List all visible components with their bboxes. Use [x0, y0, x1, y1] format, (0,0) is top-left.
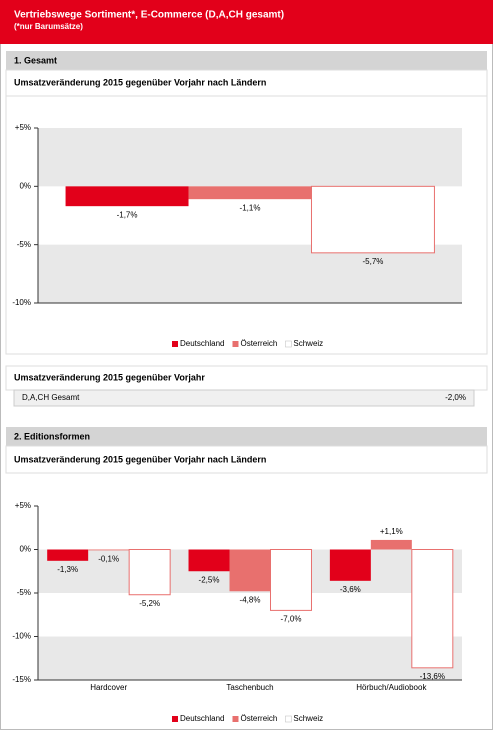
header-bar — [0, 0, 493, 44]
value-label: -1,7% — [117, 210, 138, 219]
shaded-band — [38, 636, 462, 680]
legend-label: Schweiz — [293, 714, 323, 723]
x-tick-label: Hörbuch/Audiobook — [356, 683, 427, 692]
value-label: -1,3% — [57, 565, 78, 574]
legend-label: Deutschland — [180, 339, 224, 348]
shaded-band — [38, 244, 462, 303]
y-tick-label: 0% — [19, 545, 31, 554]
summary-label: D,A,CH Gesamt — [22, 393, 80, 402]
value-label: -1,1% — [240, 203, 261, 212]
y-tick-label: 0% — [19, 181, 31, 190]
y-tick-label: -5% — [17, 240, 31, 249]
value-label: -3,6% — [340, 585, 361, 594]
value-label: -2,5% — [199, 575, 220, 584]
x-tick-label: Taschenbuch — [226, 683, 273, 692]
shaded-band — [38, 128, 462, 187]
value-label: -5,2% — [139, 599, 160, 608]
legend-swatch — [285, 715, 292, 723]
bar — [411, 549, 454, 669]
legend-swatch — [172, 716, 178, 722]
legend-label: Deutschland — [180, 714, 224, 723]
header-title: Vertriebswege Sortiment*, E-Commerce (D,… — [14, 10, 284, 21]
section-title: 1. Gesamt — [14, 55, 57, 65]
legend-label: Österreich — [240, 339, 277, 348]
y-tick-label: +5% — [15, 123, 31, 132]
bar — [229, 549, 271, 592]
legend-label: Österreich — [240, 714, 277, 723]
y-tick-label: -5% — [17, 588, 31, 597]
y-tick-label: -10% — [12, 632, 31, 641]
value-label: -13,6% — [420, 672, 445, 681]
bar — [188, 186, 312, 200]
chart-title: Umsatzveränderung 2015 gegenüber Vorjahr… — [14, 77, 266, 87]
value-label: -7,0% — [281, 615, 302, 624]
chart-header-box — [5, 445, 488, 474]
y-tick-label: +5% — [15, 501, 31, 510]
header-subtitle: (*nur Barumsätze) — [14, 22, 83, 31]
bar — [47, 549, 89, 561]
bar — [370, 539, 412, 550]
bar — [329, 549, 371, 581]
bar — [65, 186, 189, 207]
chart-title: Umsatzveränderung 2015 gegenüber Vorjahr… — [14, 454, 266, 464]
summary-value: -2,0% — [445, 393, 466, 402]
chart-header-box — [5, 69, 488, 97]
bar — [88, 549, 130, 551]
section-title: 2. Editionsformen — [14, 431, 90, 441]
legend-swatch — [232, 716, 239, 722]
section-bar — [6, 51, 487, 70]
legend-label: Schweiz — [293, 339, 323, 348]
bar — [269, 549, 312, 611]
legend-swatch — [285, 340, 292, 348]
value-label: +1,1% — [380, 527, 403, 536]
value-label: -5,7% — [363, 257, 384, 266]
y-tick-label: -10% — [12, 298, 31, 307]
summary-row — [13, 389, 475, 407]
bar — [128, 549, 171, 596]
summary-title: Umsatzveränderung 2015 gegenüber Vorjahr — [14, 372, 205, 382]
legend-swatch — [172, 341, 178, 347]
bar — [188, 549, 230, 572]
x-tick-label: Hardcover — [90, 683, 127, 692]
legend-swatch — [232, 341, 239, 347]
bar — [310, 185, 435, 254]
value-label: -4,8% — [240, 595, 261, 604]
y-tick-label: -15% — [12, 675, 31, 684]
section-bar — [6, 427, 487, 446]
value-label: -0,1% — [98, 554, 119, 563]
